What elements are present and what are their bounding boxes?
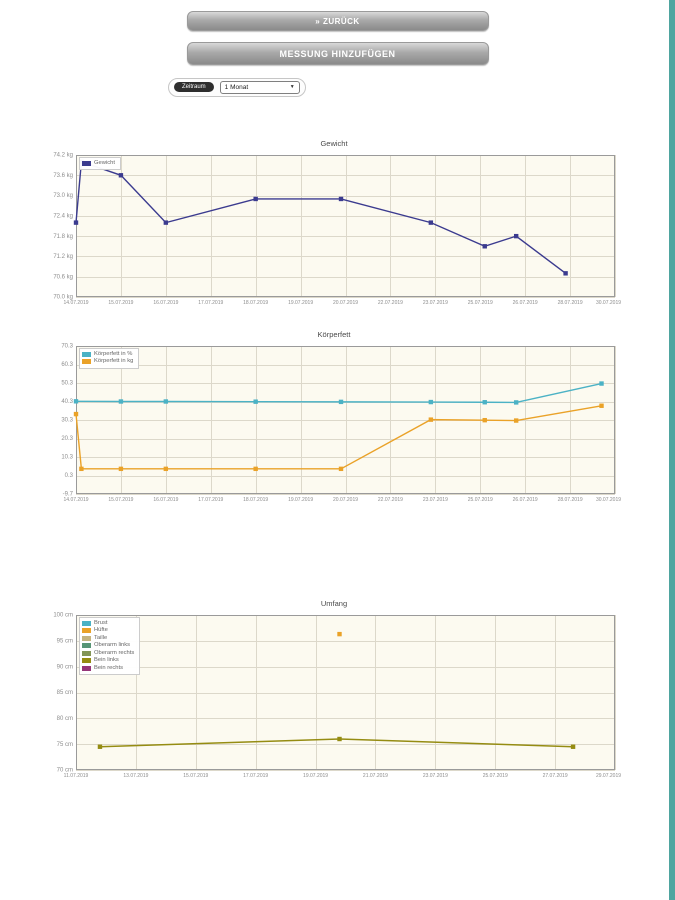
circumference-chart-legend: Brust Hüfte Taille Oberarm links Oberarm rec… bbox=[79, 616, 141, 675]
legend-label: Oberarm links bbox=[94, 642, 131, 648]
legend-swatch bbox=[82, 351, 91, 357]
legend-label: Brust bbox=[94, 619, 108, 626]
legend-label: Bein links bbox=[94, 657, 119, 663]
back-button[interactable]: » ZURÜCK bbox=[186, 11, 489, 31]
legend-item: Körperfett in kg bbox=[82, 358, 133, 366]
legend-item: Oberarm links bbox=[82, 642, 134, 650]
period-label: Zeitraum bbox=[174, 82, 214, 92]
weight-chart-legend: Gewicht bbox=[79, 156, 121, 170]
bodyfat-chart: Körperfett Körperfett in % Körperfett in … bbox=[46, 328, 622, 509]
circumference-chart: Umfang Brust Hüfte Taille Oberarm links Ober… bbox=[46, 597, 622, 785]
bodyfat-chart-legend: Körperfett in % Körperfett in kg bbox=[79, 347, 140, 369]
legend-swatch bbox=[82, 160, 91, 166]
legend-label: Taille bbox=[94, 634, 108, 641]
legend-swatch bbox=[82, 665, 91, 671]
legend-swatch bbox=[82, 620, 91, 626]
period-select[interactable]: 1 Monat ▼ bbox=[219, 80, 300, 94]
weight-chart-canvas bbox=[46, 149, 622, 312]
legend-swatch bbox=[82, 650, 91, 656]
legend-swatch bbox=[82, 643, 91, 649]
weight-chart-title: Gewicht bbox=[320, 138, 348, 148]
bodyfat-chart-canvas bbox=[46, 340, 622, 509]
right-scrollbar[interactable] bbox=[669, 0, 675, 900]
legend-item: Bein rechts bbox=[82, 665, 134, 673]
chevron-down-icon: ▼ bbox=[289, 84, 295, 90]
legend-item: Körperfett in % bbox=[82, 351, 133, 359]
add-measurement-button[interactable]: MESSUNG HINZUFÜGEN bbox=[186, 42, 489, 65]
period-control: Zeitraum 1 Monat ▼ bbox=[168, 77, 306, 97]
legend-label: Körperfett in % bbox=[94, 350, 133, 357]
legend-label: Gewicht bbox=[94, 159, 115, 166]
legend-swatch bbox=[82, 628, 91, 634]
legend-item: Bein links bbox=[82, 657, 134, 665]
legend-label: Hüfte bbox=[94, 627, 108, 633]
legend-item: Gewicht bbox=[82, 160, 115, 168]
legend-label: Oberarm rechts bbox=[94, 649, 135, 656]
legend-label: Körperfett in kg bbox=[94, 358, 134, 364]
legend-item: Oberarm rechts bbox=[82, 650, 134, 658]
legend-item: Taille bbox=[82, 635, 134, 643]
bodyfat-chart-title: Körperfett bbox=[317, 329, 351, 339]
circumference-chart-canvas bbox=[46, 609, 622, 785]
legend-item: Brust bbox=[82, 620, 134, 628]
legend-swatch bbox=[82, 658, 91, 664]
legend-swatch bbox=[82, 359, 91, 365]
circumference-chart-title: Umfang bbox=[320, 598, 348, 608]
period-controls: Zeitraum 1 Monat ▼ bbox=[168, 75, 675, 97]
legend-label: Bein rechts bbox=[94, 664, 123, 671]
legend-swatch bbox=[82, 635, 91, 641]
legend-item: Hüfte bbox=[82, 627, 134, 635]
weight-chart: Gewicht Gewicht bbox=[46, 137, 622, 312]
period-selected-value: 1 Monat bbox=[224, 83, 249, 91]
